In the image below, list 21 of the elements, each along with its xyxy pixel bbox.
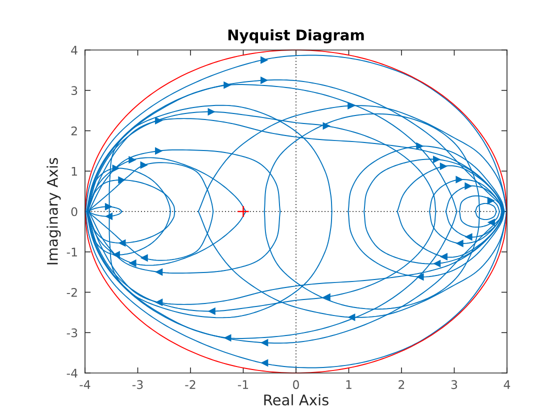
y-tick-label: -3 [66,328,78,338]
x-tick-label: 0 [293,380,299,390]
x-axis-title: Real Axis [264,394,328,406]
y-tick-label: -4 [66,368,78,378]
x-tick-label: -4 [80,380,90,389]
x-tick-label: -2 [185,380,196,389]
y-tick-label: 0 [71,207,78,216]
chart-title: Nyquist Diagram [228,29,364,44]
y-tick-label: 1 [72,167,77,176]
y-tick-label: 4 [71,46,78,54]
x-tick-label: -3 [132,380,143,390]
x-tick-label: 3 [451,380,458,390]
x-tick-label: 1 [346,380,352,389]
y-tick-label: -1 [66,248,77,256]
y-tick-label: -2 [66,288,77,297]
x-tick-label: 2 [398,380,404,389]
y-axis-title: Imaginary Axis [46,158,61,264]
y-tick-label: 2 [71,126,77,136]
y-tick-label: 3 [71,86,78,96]
x-tick-label: 4 [504,380,510,389]
x-tick-label: -1 [238,380,248,389]
